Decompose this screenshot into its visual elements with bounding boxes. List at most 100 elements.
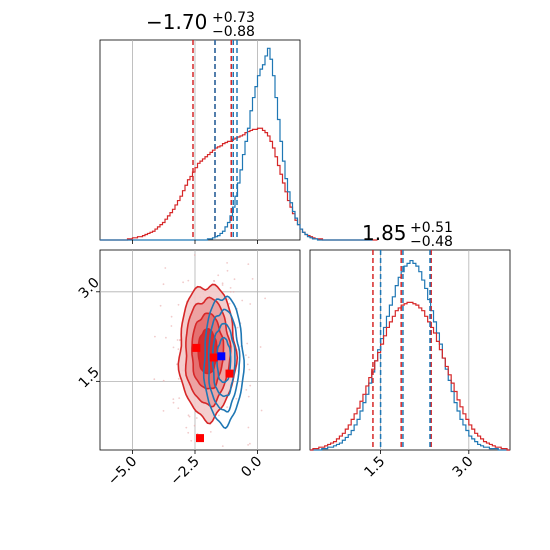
blue-contour-level-2 — [207, 308, 241, 413]
scatter-point — [245, 354, 247, 356]
scatter-point — [177, 303, 180, 306]
scatter-point — [153, 378, 156, 381]
scatter-point — [249, 384, 252, 387]
scatter-point — [176, 339, 179, 341]
red-contour-level-4 — [197, 328, 218, 375]
panel-bottom-left-markers — [192, 343, 234, 443]
scatter-point — [179, 339, 181, 342]
scatter-point — [193, 424, 196, 427]
x-tick-label: −2.5 — [167, 454, 202, 489]
scatter-point — [172, 398, 175, 400]
scatter-point — [226, 262, 229, 264]
panel-top-left-quantile-lines — [192, 40, 238, 240]
scatter-point — [187, 431, 190, 434]
panel-top-left-histograms — [100, 47, 378, 241]
scatter-point — [162, 283, 165, 286]
scatter-point — [251, 278, 254, 280]
scatter-point — [182, 281, 185, 284]
scatter-point — [178, 397, 181, 399]
scatter-point — [246, 363, 249, 366]
scatter-point — [232, 291, 235, 293]
x-tick-label: 3.0 — [450, 454, 477, 481]
scatter-point — [233, 278, 236, 281]
scatter-point — [247, 263, 250, 265]
panel-bottom-right-histograms — [310, 259, 510, 451]
marker-red — [192, 343, 201, 352]
panel-bottom-right-title-plus: +0.51 — [410, 220, 453, 236]
blue-contour-level-1 — [202, 295, 246, 430]
scatter-point — [187, 279, 190, 282]
scatter-point — [177, 407, 180, 410]
panel-top-left-title: −1.70 — [146, 10, 207, 34]
scatter-point — [170, 315, 173, 318]
scatter-point — [162, 410, 165, 412]
scatter-point — [193, 254, 196, 256]
scatter-point — [187, 414, 190, 417]
panel-bottom-right-ticks: 1.5 3.0 — [361, 450, 477, 481]
scatter-point — [264, 297, 266, 300]
scatter-point — [260, 409, 263, 412]
scatter-point — [221, 445, 224, 447]
scatter-point — [221, 284, 224, 286]
scatter-point — [172, 346, 175, 349]
panel-bottom-right-quantile-lines — [372, 250, 432, 450]
y-tick-label: 1.5 — [76, 364, 103, 391]
scatter-point — [176, 363, 178, 366]
scatter-point — [162, 379, 165, 382]
histogram-series-blue — [310, 259, 510, 451]
marker-red — [225, 369, 234, 378]
scatter-point — [165, 336, 167, 339]
scatter-point — [227, 298, 230, 300]
scatter-point — [218, 414, 220, 417]
marker-red — [196, 434, 204, 443]
scatter-point — [226, 269, 229, 272]
scatter-point — [209, 431, 212, 433]
scatter-point — [241, 299, 244, 302]
scatter-point — [235, 397, 238, 400]
scatter-point — [170, 325, 173, 327]
scatter-point — [188, 415, 191, 418]
scatter-point — [249, 303, 252, 305]
x-tick-label: −5.0 — [105, 454, 140, 489]
marker-blue — [217, 352, 226, 361]
panel-bottom-right-title-minus: −0.48 — [410, 234, 453, 250]
scatter-point — [245, 389, 248, 391]
panel-top-left: −1.70 +0.73 −0.88 — [99, 10, 378, 244]
scatter-point — [190, 439, 193, 442]
scatter-point — [259, 346, 262, 348]
scatter-point — [154, 335, 156, 338]
scatter-point — [172, 401, 175, 404]
scatter-point — [217, 274, 220, 277]
scatter-point — [247, 444, 250, 446]
scatter-point — [228, 302, 231, 305]
scatter-point — [236, 326, 239, 329]
scatter-point — [177, 377, 180, 380]
scatter-point — [177, 348, 180, 351]
scatter-point — [195, 417, 198, 419]
marker-red — [209, 353, 218, 362]
panel-top-left-ticks — [132, 240, 258, 244]
panel-bottom-left: −5.0 −2.5 0.0 1.5 3.0 — [76, 249, 301, 489]
scatter-point — [229, 291, 232, 293]
x-tick-label: 0.0 — [238, 454, 265, 481]
scatter-point — [249, 442, 251, 445]
scatter-point — [164, 267, 167, 269]
scatter-point — [159, 304, 162, 307]
panel-top-left-frame — [99, 39, 301, 241]
scatter-point — [247, 395, 250, 398]
panel-top-left-grid — [132, 40, 258, 240]
x-tick-label: 1.5 — [361, 454, 388, 481]
panel-bottom-right-title: 1.85 — [362, 221, 407, 245]
panel-bottom-right-frame — [309, 249, 511, 451]
scatter-point — [247, 426, 250, 429]
histogram-series-red — [310, 301, 510, 451]
scatter-point — [226, 406, 229, 408]
scatter-point — [247, 356, 250, 359]
panel-top-left-title-plus: +0.73 — [212, 10, 255, 26]
scatter-point — [185, 426, 188, 429]
scatter-point — [248, 368, 251, 371]
panel-top-left-title-minus: −0.88 — [212, 24, 255, 40]
scatter-point — [229, 287, 232, 289]
scatter-point — [221, 282, 224, 285]
